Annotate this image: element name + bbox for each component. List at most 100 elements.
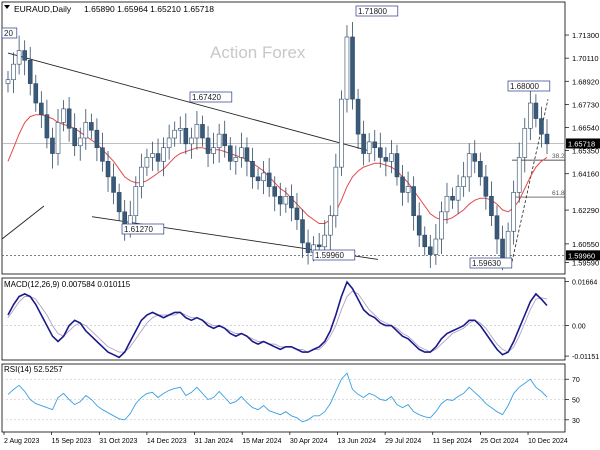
- swing-label: 20: [4, 29, 13, 38]
- candle-body: [239, 147, 244, 158]
- candle-body: [433, 238, 439, 255]
- candle-body: [66, 108, 72, 129]
- candle-body: [333, 166, 339, 217]
- candle-body: [216, 133, 222, 149]
- candle-body: [222, 133, 228, 147]
- candle-body: [11, 63, 16, 81]
- fib-label: 38.2: [552, 153, 565, 160]
- swing-label: 1.68000: [510, 82, 539, 91]
- candle-body: [394, 153, 400, 178]
- candle-body: [361, 133, 366, 154]
- swing-label-box: [507, 80, 551, 92]
- price-axis-label: 1.68920: [572, 77, 599, 86]
- x-axis-label: 2 Aug 2023: [4, 438, 40, 445]
- candle-body: [233, 157, 239, 162]
- candle-body: [100, 147, 105, 162]
- x-axis-label: 30 Apr 2024: [290, 438, 328, 445]
- candle-body: [422, 234, 428, 248]
- candle-body: [494, 215, 500, 240]
- candle-body: [255, 176, 261, 182]
- rsi-panel-frame: [1, 363, 566, 433]
- candle-body: [33, 83, 39, 104]
- candle-body: [405, 186, 411, 193]
- candle-body: [372, 141, 378, 149]
- candle-body: [139, 166, 144, 187]
- candle-body: [150, 153, 155, 158]
- left-trendline: [1, 205, 45, 240]
- candle-body: [383, 157, 389, 162]
- price-axis-label: 1.65350: [572, 147, 599, 156]
- price-axis-label: 1.62290: [572, 206, 599, 215]
- swing-label: 1.59630: [472, 259, 501, 268]
- candle-body: [522, 127, 528, 158]
- candle-body: [133, 186, 139, 217]
- rsi-axis-label: 50: [572, 398, 580, 405]
- candle-body: [39, 102, 44, 115]
- macd-axis-label: -0.01151: [572, 354, 599, 361]
- watermark: Action Forex: [210, 43, 306, 62]
- candle-body: [489, 195, 494, 217]
- candle-body: [322, 234, 328, 248]
- swing-label: 1.59960: [315, 251, 344, 260]
- candle-body: [205, 137, 211, 154]
- candle-body: [177, 127, 183, 131]
- macd-series-macd: [7, 280, 548, 359]
- candle-body: [339, 98, 344, 168]
- candle-body: [544, 133, 550, 145]
- candle-body: [227, 145, 233, 162]
- macd-series-signal: [7, 290, 548, 353]
- last-price-label: 1.65718: [568, 139, 595, 148]
- upper-trendline: [7, 52, 371, 152]
- candle-body: [439, 211, 444, 240]
- candle-body: [294, 207, 300, 220]
- candle-body: [289, 195, 294, 209]
- candle-body: [105, 161, 111, 178]
- candle-body: [305, 242, 311, 253]
- candle-body: [89, 122, 94, 131]
- price-axis-label: 1.66540: [572, 124, 599, 133]
- candle-body: [5, 79, 11, 84]
- swing-label: 1.67420: [192, 93, 221, 102]
- candle-body: [466, 153, 472, 178]
- candle-body: [27, 59, 33, 84]
- swing-label-box: [469, 257, 513, 269]
- candle-body: [166, 137, 172, 149]
- swing-label-box: [1, 27, 18, 39]
- candle-body: [539, 118, 544, 135]
- price-axis-label: 1.70110: [572, 54, 599, 63]
- rsi-axis-label: 70: [572, 377, 580, 384]
- candle-body: [194, 124, 200, 139]
- candle-body: [94, 129, 100, 149]
- candle-body: [478, 161, 483, 178]
- candle-body: [189, 137, 194, 145]
- swing-label: 1.61270: [124, 225, 153, 234]
- swing-label-box: [189, 91, 233, 103]
- x-axis-label: 14 Dec 2023: [147, 438, 187, 445]
- price-axis-label: 1.67730: [572, 100, 599, 109]
- candle-body: [61, 108, 66, 123]
- x-axis-label: 29 Jul 2024: [385, 438, 421, 445]
- swing-label: 1.71800: [358, 7, 387, 16]
- candle-body: [44, 114, 50, 139]
- candle-body: [416, 215, 422, 236]
- macd-axis-label: 0.00: [572, 324, 586, 331]
- price-axis-label: 1.64160: [572, 170, 599, 179]
- macd-panel-frame: [1, 277, 566, 361]
- candle-body: [511, 192, 516, 232]
- price-axis-label: 1.59590: [572, 259, 599, 268]
- swing-label-box: [355, 5, 399, 17]
- candle-body: [266, 172, 272, 187]
- support-price-label: 1.59960: [568, 251, 595, 260]
- candle-body: [144, 157, 150, 168]
- candle-body: [389, 153, 394, 162]
- candle-body: [200, 124, 205, 139]
- candle-body: [244, 147, 250, 162]
- x-axis-label: 13 Jun 2024: [337, 438, 376, 445]
- candle-body: [272, 186, 278, 197]
- x-axis-label: 10 Dec 2024: [528, 438, 568, 445]
- price-axis-label: 1.71300: [572, 31, 599, 40]
- candle-body: [111, 176, 116, 193]
- x-axis-label: 31 Jan 2024: [195, 438, 234, 445]
- candle-body: [461, 176, 466, 187]
